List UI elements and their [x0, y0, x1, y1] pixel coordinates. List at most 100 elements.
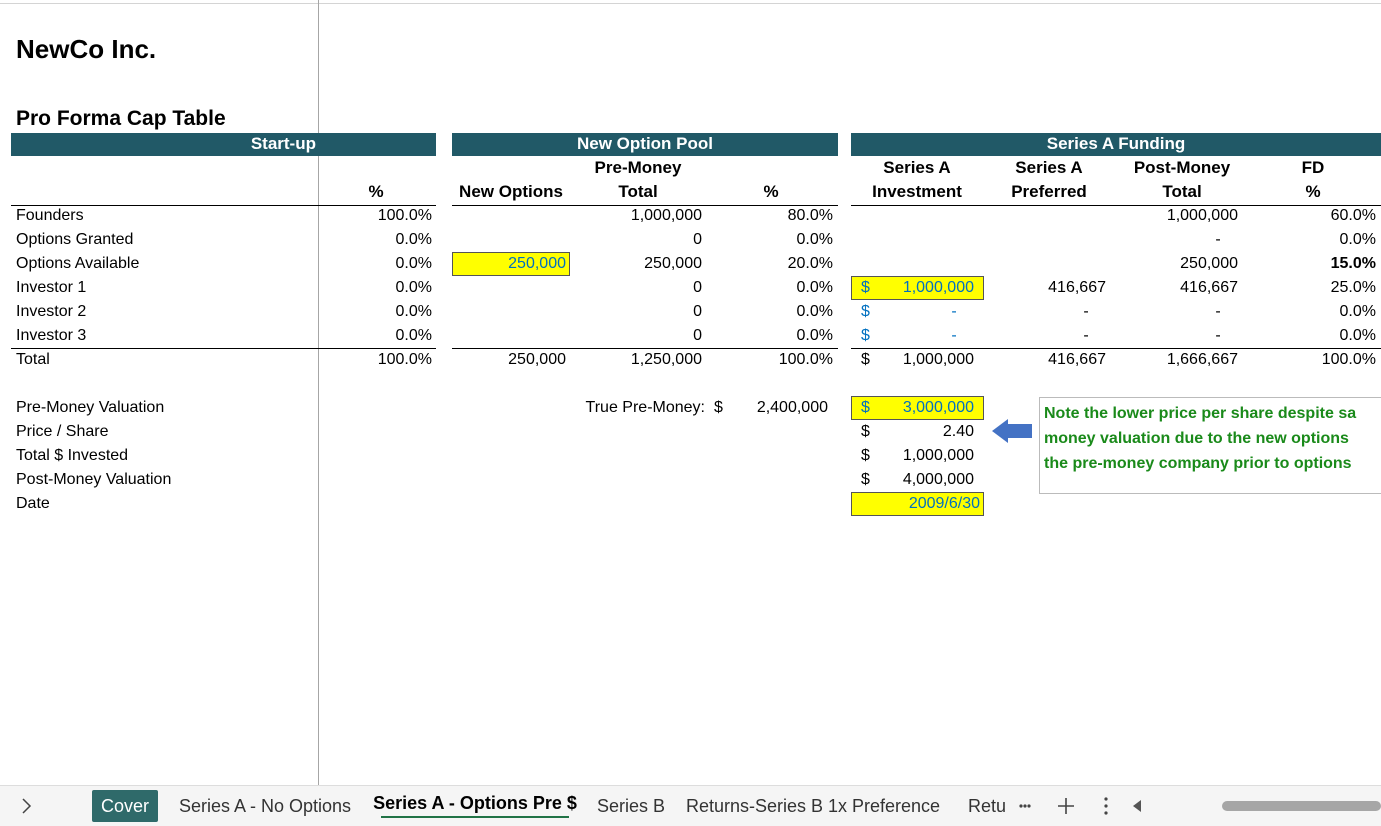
cell: 0.0% [796, 231, 833, 248]
note-line: Note the lower price per share despite s… [1044, 405, 1357, 422]
scrollbar[interactable] [1222, 801, 1381, 811]
cell: 0 [693, 303, 702, 320]
column-header: Series A [883, 158, 951, 177]
column-header: Investment [872, 182, 962, 201]
section-title: New Option Pool [577, 134, 713, 153]
title: NewCo Inc. [16, 34, 157, 64]
currency: $ [861, 471, 870, 488]
note-line: the pre-money company prior to options [1044, 455, 1352, 472]
section-band [851, 133, 1381, 156]
cell: 0.0% [395, 303, 432, 320]
cell: 250,000 [644, 255, 702, 272]
row-label: Total [16, 351, 50, 368]
currency: $ [861, 279, 870, 296]
row-label: Founders [16, 207, 84, 224]
scroll-left[interactable] [1133, 800, 1141, 812]
currency: $ [714, 399, 723, 416]
valuation-label: Pre-Money Valuation [16, 399, 165, 416]
valuation-value: 2.40 [942, 423, 974, 440]
cell: 0.0% [1339, 327, 1376, 344]
valuation-label: Date [16, 495, 50, 512]
cell: 60.0% [1330, 207, 1376, 224]
section-band [452, 133, 838, 156]
options[interactable] [1104, 797, 1108, 815]
row-label: Investor 2 [16, 303, 87, 320]
cell: - [951, 303, 957, 320]
cell: - [1083, 303, 1089, 320]
sheet-tabs: Cover Series A - No Options Series A - Opt… [0, 785, 1381, 826]
rule [851, 205, 1381, 206]
cell: 0.0% [796, 279, 833, 296]
row-label: Investor 3 [16, 327, 87, 344]
column-header: % [368, 182, 384, 201]
currency: $ [861, 303, 870, 320]
valuation-label: Post-Money Valuation [16, 471, 172, 488]
column-header: % [1305, 182, 1321, 201]
cell: 250,000 [508, 255, 566, 272]
scroll-right[interactable] [22, 798, 32, 814]
cover-tab-bg [92, 790, 158, 822]
cell: 0.0% [395, 255, 432, 272]
valuation-value: 3,000,000 [902, 399, 974, 416]
cell: 0 [693, 279, 702, 296]
true-premoney-label: True Pre-Money: [585, 399, 705, 416]
valuation-value: 4,000,000 [902, 471, 974, 488]
cell: 1,000,000 [630, 207, 702, 224]
sheet-tab[interactable]: Cover [100, 796, 150, 816]
cell: 100.0% [377, 351, 432, 368]
note-line: money valuation due to the new options [1044, 430, 1349, 447]
column-header: Pre-Money [594, 158, 682, 177]
column-header: Total [1162, 182, 1202, 201]
cell: 0 [693, 231, 702, 248]
sheet-tab[interactable]: Series A - Options Pre $ [373, 793, 577, 813]
rule [452, 205, 838, 206]
sheet-tab[interactable]: Series A - No Options [178, 796, 352, 816]
cell: 20.0% [787, 255, 833, 272]
more-tabs[interactable] [1019, 804, 1031, 808]
section-title: Start-up [250, 134, 316, 153]
add-sheet[interactable] [1058, 798, 1074, 814]
rule [11, 205, 436, 206]
column-header: Total [618, 182, 658, 201]
cell: 0.0% [395, 231, 432, 248]
cell: - [1215, 231, 1221, 248]
valuation-value: 2009/6/30 [908, 495, 980, 512]
input-cell [851, 492, 984, 516]
cell: - [1215, 327, 1221, 344]
cell: 0.0% [796, 327, 833, 344]
column-header: Series A [1015, 158, 1083, 177]
cell: - [1083, 327, 1089, 344]
input-cell [851, 396, 984, 420]
section-title: Series A Funding [1046, 134, 1186, 153]
rule [452, 348, 838, 349]
cell: 250,000 [508, 351, 566, 368]
input-cell [851, 276, 984, 300]
cell: 1,666,667 [1166, 351, 1238, 368]
tab-icons [22, 790, 1381, 822]
input-cell [452, 252, 570, 276]
cell: 25.0% [1330, 279, 1376, 296]
valuation-label: Price / Share [16, 423, 109, 440]
currency: $ [861, 327, 870, 344]
cell: 0.0% [1339, 231, 1376, 248]
cell: 1,000,000 [902, 279, 974, 296]
rule [851, 348, 1381, 349]
cell: 416,667 [1180, 279, 1238, 296]
cell: 15.0% [1330, 255, 1376, 272]
sheet-tab[interactable]: Series B [596, 796, 666, 816]
rule [11, 348, 436, 349]
currency: $ [861, 399, 870, 416]
valuation-value: 1,000,000 [902, 447, 974, 464]
column-header: Post-Money [1133, 158, 1231, 177]
column-header: FD [1301, 158, 1325, 177]
cell: 0.0% [395, 327, 432, 344]
sheet-tab[interactable]: Retu [967, 796, 1007, 816]
cell: 0 [693, 327, 702, 344]
arrow [992, 419, 1032, 443]
cell: 0.0% [796, 303, 833, 320]
column-header: Preferred [1011, 182, 1087, 201]
cell: 100.0% [1321, 351, 1376, 368]
sheet-tab[interactable]: Returns-Series B 1x Preference [685, 796, 941, 816]
cell: 1,000,000 [902, 351, 974, 368]
